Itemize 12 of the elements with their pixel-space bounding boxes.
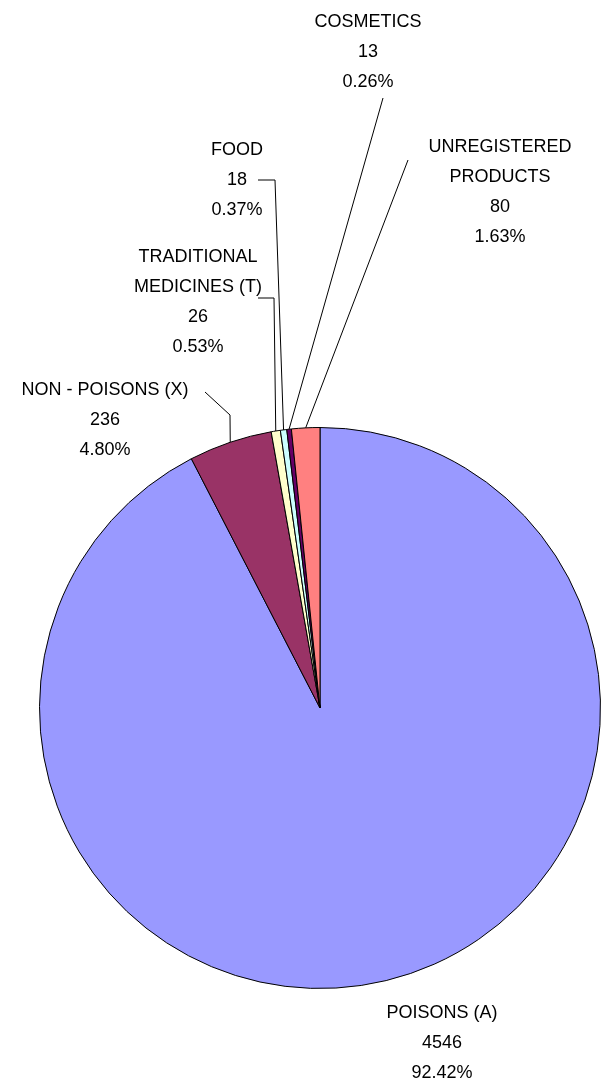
data-label: 80 1.63%	[474, 195, 526, 246]
slice-label: COSMETICS	[314, 10, 422, 31]
slice-label: FOOD	[211, 138, 263, 159]
data-label: 13 0.26%	[342, 40, 394, 91]
slice-label: UNREGISTERED PRODUCTS	[428, 135, 572, 186]
data-label: 236 4.80%	[79, 408, 131, 459]
slice-label: POISONS (A)	[386, 1001, 498, 1022]
data-label: 4546 92.42%	[411, 1031, 473, 1082]
slice-label: NON - POISONS (X)	[21, 378, 189, 399]
slice-label: TRADITIONAL MEDICINES (T)	[134, 245, 262, 296]
data-label: 18 0.37%	[211, 168, 263, 219]
data-label: 26 0.53%	[172, 305, 224, 356]
